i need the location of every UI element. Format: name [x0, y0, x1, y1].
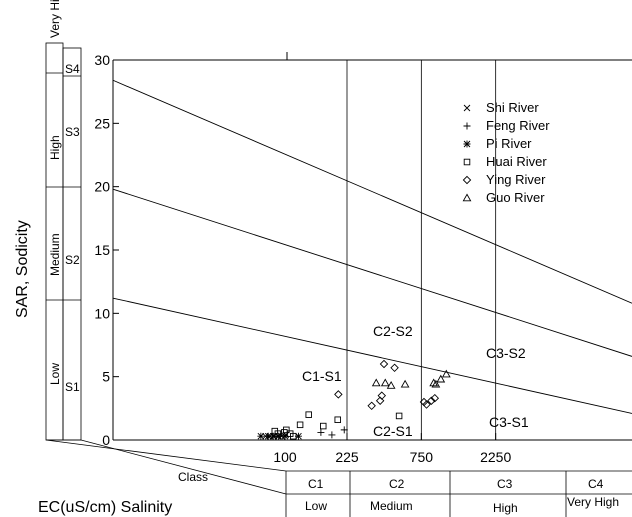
region-label-c2-s1: C2-S1	[373, 423, 413, 439]
sodium-boundary-line	[112, 79, 632, 304]
data-point	[320, 422, 327, 430]
legend-marker	[463, 122, 471, 130]
sodium-name-very-high: Very High	[48, 0, 62, 38]
y-tick-label: 20	[94, 179, 110, 195]
x-tick-label: 2250	[480, 449, 511, 465]
data-point	[377, 391, 387, 400]
salinity-class-c3: C3	[497, 477, 513, 491]
plot-frame	[112, 52, 632, 441]
y-tick-label: 0	[102, 432, 110, 448]
legend: Shi River Feng River Pi River Huai River Yin…	[462, 100, 550, 205]
data-point	[334, 416, 341, 423]
legend-label: Guo River	[486, 190, 545, 205]
x-ticks: 100 225 750 2250	[273, 433, 511, 465]
data-point	[436, 374, 446, 383]
salinity-name-high: High	[493, 501, 518, 515]
region-label-c3-s1: C3-S1	[489, 414, 529, 430]
data-point	[386, 381, 396, 389]
legend-marker	[462, 193, 472, 202]
sodium-class-s2: S2	[65, 253, 80, 267]
data-point	[375, 396, 385, 405]
salinity-name-low: Low	[305, 499, 327, 513]
y-ticks: 0 5 10 15 20 25 30	[94, 52, 119, 448]
y-tick-label: 30	[94, 52, 110, 68]
data-point	[422, 400, 431, 409]
x-axis-title: EC(uS/cm) Salinity	[38, 499, 172, 516]
legend-label: Ying River	[486, 172, 546, 187]
data-point	[340, 426, 348, 434]
region-label-c1-s1: C1-S1	[302, 368, 342, 384]
x-tick-label: 750	[410, 449, 434, 465]
legend-marker	[463, 158, 471, 166]
salinity-class-table: Class C1 C2 C3 C4 Low Medium High Very H…	[45, 439, 632, 517]
salinity-name-very-high: Very High	[567, 495, 619, 509]
x-tick-label: 225	[335, 449, 359, 465]
data-point	[283, 426, 290, 434]
class-boundaries	[112, 60, 632, 440]
sodium-name-medium: Medium	[48, 233, 62, 276]
data-point	[274, 430, 282, 437]
data-point	[431, 379, 441, 388]
legend-label: Feng River	[486, 118, 550, 133]
legend-marker	[462, 175, 472, 185]
data-point	[257, 432, 265, 440]
data-point	[317, 428, 325, 436]
legend-label: Shi River	[486, 100, 539, 115]
salinity-class-c2: C2	[389, 477, 405, 491]
data-point	[390, 363, 399, 373]
x-tick-label: 100	[273, 449, 297, 465]
data-point	[367, 401, 376, 411]
table-header-class: Class	[178, 470, 208, 484]
data-point	[305, 411, 312, 418]
sodium-class-s4: S4	[65, 62, 80, 76]
data-point	[371, 378, 381, 387]
y-tick-label: 10	[94, 305, 110, 321]
y-tick-label: 15	[94, 242, 110, 258]
data-point	[380, 378, 390, 387]
data-point	[395, 412, 403, 420]
sodium-class-s1: S1	[65, 380, 80, 394]
data-point	[290, 432, 297, 440]
salinity-class-c1: C1	[308, 477, 324, 491]
sodium-name-high: High	[48, 135, 62, 160]
salinity-class-c4: C4	[588, 477, 604, 491]
sodium-class-s3: S3	[65, 125, 80, 139]
data-point	[429, 378, 439, 387]
data-point	[379, 359, 389, 369]
sodium-boundary-line	[112, 297, 632, 414]
data-point	[334, 390, 343, 399]
y-axis-title: SAR, Sodicity	[14, 220, 31, 318]
region-labels: C1-S1 C2-S2 C2-S1 C3-S2 C3-S1	[302, 323, 529, 439]
y-tick-label: 25	[94, 115, 110, 131]
sodium-name-low: Low	[48, 363, 62, 385]
salinity-name-medium: Medium	[370, 499, 413, 513]
data-point	[269, 432, 277, 440]
data-point	[296, 421, 304, 429]
data-point	[328, 431, 336, 439]
region-label-c3-s2: C3-S2	[486, 345, 526, 361]
legend-label: Huai River	[486, 154, 547, 169]
data-points	[257, 359, 451, 440]
legend-marker	[463, 104, 471, 112]
y-tick-label: 5	[102, 369, 110, 385]
legend-marker	[463, 140, 471, 148]
data-point	[400, 379, 410, 388]
data-point	[264, 432, 272, 440]
data-point	[427, 396, 436, 405]
legend-label: Pi River	[486, 136, 532, 151]
data-point	[441, 369, 451, 378]
sodium-boundary-line	[112, 188, 632, 357]
sodium-hazard-strips: Very High High Medium Low S4 S3 S2 S1	[45, 0, 82, 441]
data-point	[281, 432, 289, 440]
table-leader-line	[80, 439, 287, 495]
table-leader-line	[45, 439, 287, 472]
data-point	[294, 432, 302, 440]
data-point	[430, 393, 440, 403]
region-label-c2-s2: C2-S2	[373, 323, 413, 339]
